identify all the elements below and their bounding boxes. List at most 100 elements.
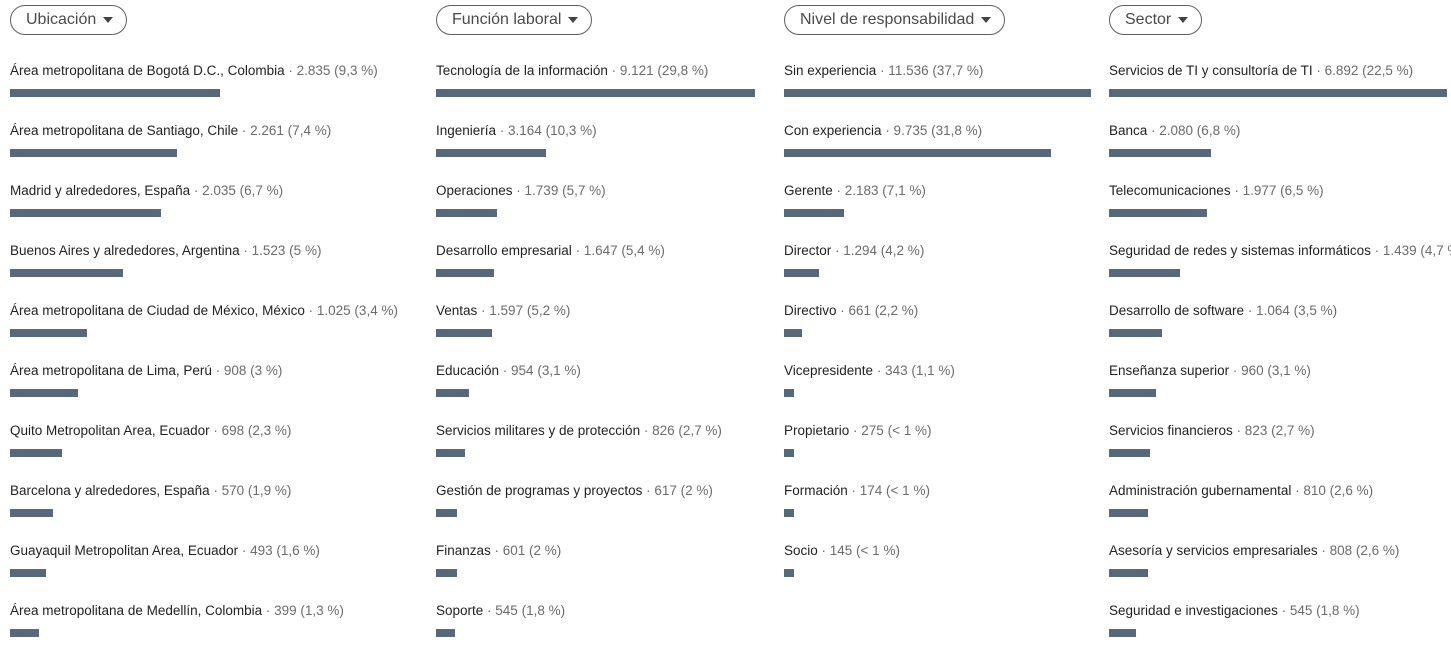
list-item[interactable]: Director · 1.294 (4,2 %)	[784, 242, 1091, 302]
list-item[interactable]: Banca · 2.080 (6,8 %)	[1109, 122, 1451, 182]
list-item[interactable]: Servicios financieros · 823 (2,7 %)	[1109, 422, 1451, 482]
item-text: Soporte · 545 (1,8 %)	[436, 602, 758, 620]
item-count: · 3.164 (10,3 %)	[496, 123, 597, 138]
item-count: · 174 (< 1 %)	[847, 483, 930, 498]
list-item[interactable]: Seguridad de redes y sistemas informátic…	[1109, 242, 1451, 302]
item-label: Área metropolitana de Medellín, Colombia	[10, 603, 263, 618]
list-item[interactable]: Desarrollo empresarial · 1.647 (5,4 %)	[436, 242, 758, 302]
item-count: · 698 (2,3 %)	[209, 423, 292, 438]
item-label: Área metropolitana de Lima, Perú	[10, 363, 212, 378]
list-item[interactable]: Asesoría y servicios empresariales · 808…	[1109, 542, 1451, 602]
caret-down-icon	[1178, 17, 1189, 23]
list-item[interactable]: Área metropolitana de Ciudad de México, …	[10, 302, 430, 362]
list-item[interactable]: Desarrollo de software · 1.064 (3,5 %)	[1109, 302, 1451, 362]
item-count: · 493 (1,6 %)	[238, 543, 320, 558]
item-count: · 810 (2,6 %)	[1291, 483, 1374, 498]
list-item[interactable]: Soporte · 545 (1,8 %)	[436, 602, 758, 645]
nivel-responsabilidad-filter-button[interactable]: Nivel de responsabilidad	[784, 5, 1006, 35]
list-item[interactable]: Quito Metropolitan Area, Ecuador · 698 (…	[10, 422, 430, 482]
item-label: Asesoría y servicios empresariales	[1109, 543, 1318, 558]
item-count: · 2.261 (7,4 %)	[238, 123, 332, 138]
filter-label: Ubicación	[26, 11, 97, 28]
item-text: Área metropolitana de Bogotá D.C., Colom…	[10, 62, 430, 80]
item-count: · 1.439 (4,7 %)	[1374, 243, 1451, 258]
item-text: Con experiencia · 9.735 (31,8 %)	[784, 122, 1091, 140]
list-item[interactable]: Con experiencia · 9.735 (31,8 %)	[784, 122, 1091, 182]
share-bar	[784, 149, 1051, 157]
list-item[interactable]: Madrid y alrededores, España · 2.035 (6,…	[10, 182, 430, 242]
share-bar	[436, 209, 497, 217]
item-label: Desarrollo de software	[1109, 303, 1245, 318]
list-item[interactable]: Ingeniería · 3.164 (10,3 %)	[436, 122, 758, 182]
item-text: Guayaquil Metropolitan Area, Ecuador · 4…	[10, 542, 430, 560]
list-item[interactable]: Operaciones · 1.739 (5,7 %)	[436, 182, 758, 242]
item-label: Área metropolitana de Santiago, Chile	[10, 123, 239, 138]
item-text: Gestión de programas y proyectos · 617 (…	[436, 482, 758, 500]
item-count: · 9.121 (29,8 %)	[607, 63, 709, 78]
share-bar	[1109, 89, 1447, 97]
list-item[interactable]: Finanzas · 601 (2 %)	[436, 542, 758, 602]
list-item[interactable]: Enseñanza superior · 960 (3,1 %)	[1109, 362, 1451, 422]
share-bar	[1109, 269, 1180, 277]
list-item[interactable]: Seguridad e investigaciones · 545 (1,8 %…	[1109, 602, 1451, 645]
list-item[interactable]: Área metropolitana de Santiago, Chile · …	[10, 122, 430, 182]
item-count: · 2.183 (7,1 %)	[832, 183, 926, 198]
funcion-laboral-list: Tecnología de la información · 9.121 (29…	[436, 62, 758, 645]
item-label: Madrid y alrededores, España	[10, 183, 191, 198]
item-count: · 960 (3,1 %)	[1229, 363, 1311, 378]
item-label: Educación	[436, 363, 500, 378]
share-bar	[10, 89, 220, 97]
item-text: Quito Metropolitan Area, Ecuador · 698 (…	[10, 422, 430, 440]
list-item[interactable]: Área metropolitana de Lima, Perú · 908 (…	[10, 362, 430, 422]
share-bar	[784, 89, 1091, 97]
item-text: Banca · 2.080 (6,8 %)	[1109, 122, 1451, 140]
share-bar	[1109, 149, 1211, 157]
share-bar	[784, 269, 819, 277]
list-item[interactable]: Directivo · 661 (2,2 %)	[784, 302, 1091, 362]
list-item[interactable]: Telecomunicaciones · 1.977 (6,5 %)	[1109, 182, 1451, 242]
item-label: Guayaquil Metropolitan Area, Ecuador	[10, 543, 239, 558]
column-funcion-laboral: Función laboral Tecnología de la informa…	[436, 5, 758, 645]
list-item[interactable]: Área metropolitana de Medellín, Colombia…	[10, 602, 430, 645]
filter-label: Nivel de responsabilidad	[800, 11, 975, 28]
list-item[interactable]: Socio · 145 (< 1 %)	[784, 542, 1091, 602]
item-text: Director · 1.294 (4,2 %)	[784, 242, 1091, 260]
list-item[interactable]: Buenos Aires y alrededores, Argentina · …	[10, 242, 430, 302]
list-item[interactable]: Formación · 174 (< 1 %)	[784, 482, 1091, 542]
item-label: Gerente	[784, 183, 833, 198]
share-bar	[784, 329, 802, 337]
item-count: · 1.739 (5,7 %)	[512, 183, 606, 198]
list-item[interactable]: Área metropolitana de Bogotá D.C., Colom…	[10, 62, 430, 122]
share-bar	[10, 509, 53, 517]
list-item[interactable]: Educación · 954 (3,1 %)	[436, 362, 758, 422]
share-bar	[10, 389, 78, 397]
list-item[interactable]: Administración gubernamental · 810 (2,6 …	[1109, 482, 1451, 542]
list-item[interactable]: Gestión de programas y proyectos · 617 (…	[436, 482, 758, 542]
list-item[interactable]: Gerente · 2.183 (7,1 %)	[784, 182, 1091, 242]
share-bar	[436, 389, 469, 397]
sector-filter-button[interactable]: Sector	[1109, 5, 1203, 35]
list-item[interactable]: Guayaquil Metropolitan Area, Ecuador · 4…	[10, 542, 430, 602]
list-item[interactable]: Propietario · 275 (< 1 %)	[784, 422, 1091, 482]
list-item[interactable]: Servicios militares y de protección · 82…	[436, 422, 758, 482]
item-count: · 617 (2 %)	[642, 483, 713, 498]
item-count: · 6.892 (22,5 %)	[1312, 63, 1414, 78]
list-item[interactable]: Vicepresidente · 343 (1,1 %)	[784, 362, 1091, 422]
item-label: Área metropolitana de Bogotá D.C., Colom…	[10, 63, 285, 78]
list-item[interactable]: Barcelona y alrededores, España · 570 (1…	[10, 482, 430, 542]
item-count: · 808 (2,6 %)	[1317, 543, 1400, 558]
list-item[interactable]: Ventas · 1.597 (5,2 %)	[436, 302, 758, 362]
funcion-laboral-filter-button[interactable]: Función laboral	[436, 5, 593, 35]
item-count: · 1.647 (5,4 %)	[571, 243, 665, 258]
list-item[interactable]: Tecnología de la información · 9.121 (29…	[436, 62, 758, 122]
list-item[interactable]: Sin experiencia · 11.536 (37,7 %)	[784, 62, 1091, 122]
list-item[interactable]: Servicios de TI y consultoría de TI · 6.…	[1109, 62, 1451, 122]
item-label: Administración gubernamental	[1109, 483, 1292, 498]
item-text: Telecomunicaciones · 1.977 (6,5 %)	[1109, 182, 1451, 200]
item-label: Área metropolitana de Ciudad de México, …	[10, 303, 305, 318]
item-label: Buenos Aires y alrededores, Argentina	[10, 243, 240, 258]
item-count: · 601 (2 %)	[490, 543, 562, 558]
item-text: Área metropolitana de Lima, Perú · 908 (…	[10, 362, 430, 380]
share-bar	[784, 389, 794, 397]
ubicacion-filter-button[interactable]: Ubicación	[10, 5, 128, 35]
